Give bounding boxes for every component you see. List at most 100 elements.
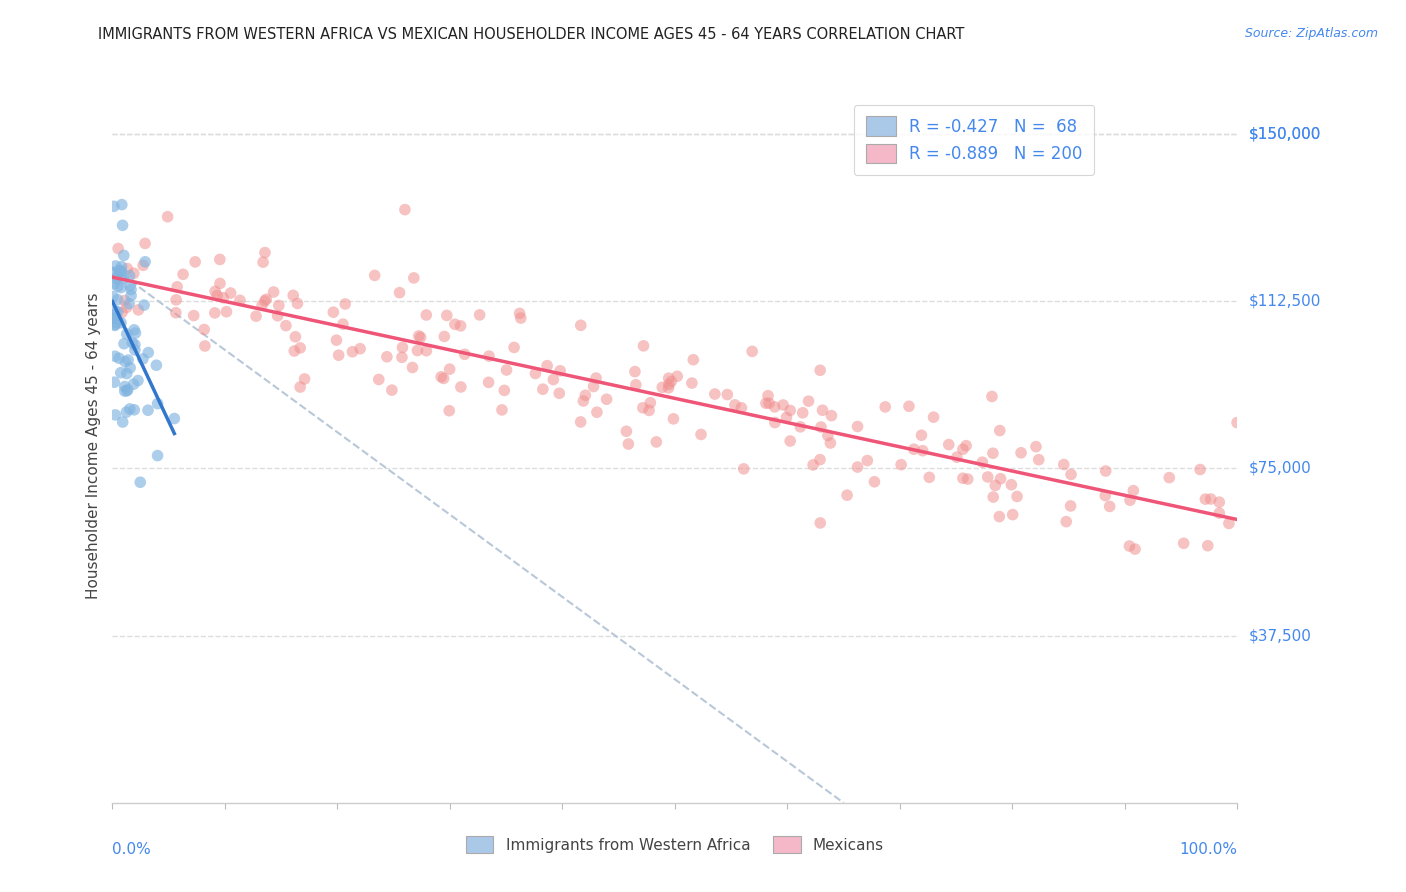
Point [120, 283, 142, 297]
Point [104, 308, 127, 322]
Point [1226, 416, 1249, 430]
Point [402, 271, 425, 285]
Point [266, 309, 288, 323]
Point [145, 358, 167, 372]
Point [1025, 440, 1047, 454]
Point [988, 509, 1011, 524]
Point [1194, 492, 1216, 507]
Point [101, 311, 124, 326]
Point [585, 371, 607, 385]
Point [681, 376, 703, 390]
Point [114, 379, 136, 393]
Point [810, 420, 832, 434]
Point [1173, 536, 1195, 550]
Point [946, 450, 969, 465]
Point [779, 434, 801, 448]
Point [107, 293, 129, 307]
Text: $75,000: $75,000 [1249, 461, 1312, 475]
Point [1010, 446, 1032, 460]
Text: IMMIGRANTS FROM WESTERN AFRICA VS MEXICAN HOUSEHOLDER INCOME AGES 45 - 64 YEARS : IMMIGRANTS FROM WESTERN AFRICA VS MEXICA… [98, 27, 965, 42]
Point [183, 309, 205, 323]
Point [439, 403, 461, 417]
Point [638, 403, 661, 417]
Point [146, 397, 169, 411]
Point [104, 318, 127, 333]
Point [478, 376, 501, 390]
Point [118, 401, 141, 416]
Point [136, 403, 159, 417]
Point [640, 396, 662, 410]
Point [918, 470, 941, 484]
Point [495, 363, 517, 377]
Point [283, 344, 305, 359]
Point [658, 377, 681, 392]
Point [108, 351, 131, 366]
Point [450, 380, 472, 394]
Point [911, 443, 934, 458]
Point [797, 394, 820, 409]
Point [103, 375, 125, 389]
Point [115, 301, 138, 315]
Point [1053, 458, 1076, 472]
Point [204, 306, 226, 320]
Point [120, 288, 142, 302]
Point [808, 363, 831, 377]
Point [107, 279, 129, 293]
Point [166, 280, 188, 294]
Point [122, 377, 145, 392]
Point [730, 401, 752, 415]
Point [569, 415, 592, 429]
Point [811, 403, 834, 417]
Point [132, 258, 155, 272]
Point [114, 293, 136, 308]
Point [433, 329, 456, 343]
Point [758, 396, 780, 410]
Point [690, 427, 713, 442]
Point [107, 242, 129, 256]
Text: 100.0%: 100.0% [1180, 842, 1237, 856]
Point [322, 305, 344, 319]
Point [775, 410, 797, 425]
Point [132, 351, 155, 366]
Point [548, 364, 571, 378]
Point [219, 285, 242, 300]
Point [1189, 462, 1212, 476]
Point [122, 402, 145, 417]
Legend: Immigrants from Western Africa, Mexicans: Immigrants from Western Africa, Mexicans [460, 830, 890, 859]
Point [388, 285, 411, 300]
Point [110, 280, 132, 294]
Point [194, 339, 217, 353]
Point [115, 326, 138, 341]
Point [624, 365, 647, 379]
Point [115, 367, 138, 381]
Point [114, 354, 136, 368]
Point [450, 318, 472, 333]
Point [494, 384, 516, 398]
Point [1123, 542, 1146, 557]
Point [287, 296, 309, 310]
Point [132, 298, 155, 312]
Point [981, 389, 1004, 403]
Point [254, 293, 277, 307]
Point [212, 291, 235, 305]
Point [817, 428, 839, 442]
Point [391, 340, 413, 354]
Point [846, 460, 869, 475]
Point [245, 309, 267, 323]
Point [645, 434, 668, 449]
Point [105, 269, 128, 284]
Point [952, 471, 974, 485]
Point [1118, 539, 1140, 553]
Point [808, 452, 831, 467]
Point [1005, 490, 1028, 504]
Text: $37,500: $37,500 [1249, 628, 1312, 643]
Point [406, 343, 429, 358]
Point [290, 341, 312, 355]
Point [101, 289, 124, 303]
Point [724, 398, 747, 412]
Point [122, 323, 145, 337]
Point [120, 360, 142, 375]
Point [294, 372, 316, 386]
Point [111, 197, 134, 211]
Point [111, 219, 134, 233]
